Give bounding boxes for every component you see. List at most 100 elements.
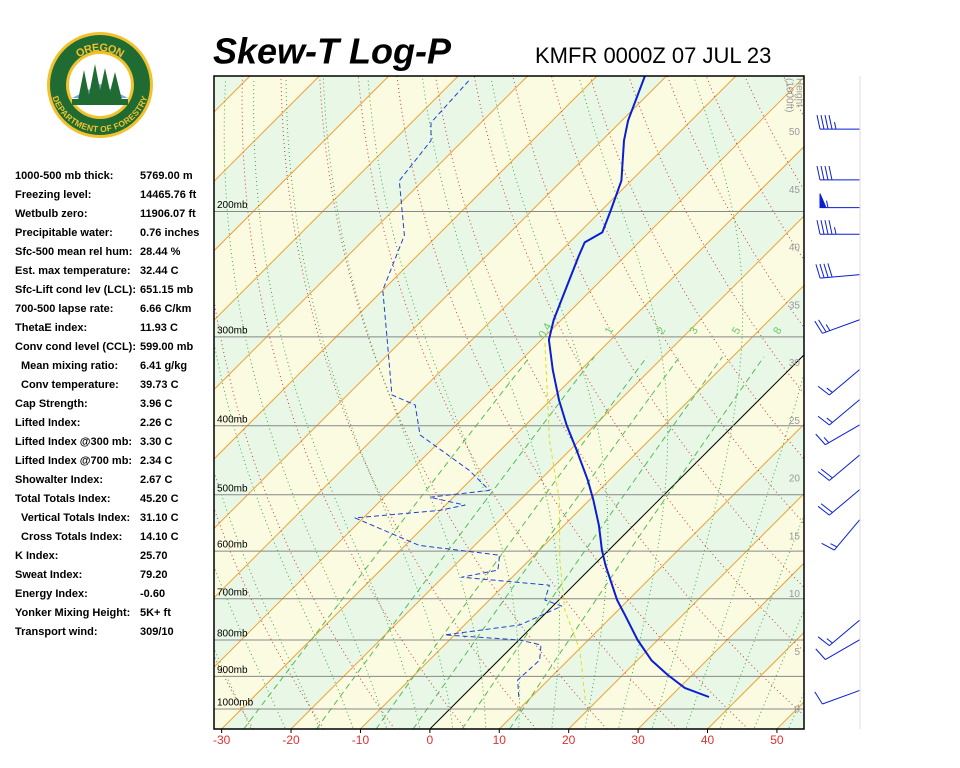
index-label: Cross Totals Index: <box>21 531 122 543</box>
wind-barb <box>821 519 861 551</box>
index-label: Conv cond level (CCL): <box>15 341 136 353</box>
y2-tick-label: 50 <box>789 127 801 138</box>
y-tick-label: 900mb <box>217 665 248 676</box>
index-label: 700-500 lapse rate: <box>15 303 113 315</box>
profile-line <box>547 76 710 698</box>
wind-barb <box>814 319 861 334</box>
wind-barb <box>816 220 860 235</box>
mixing-ratio-label: 3 <box>687 325 700 336</box>
wind-barb <box>815 424 861 446</box>
index-label: Est. max temperature: <box>15 265 131 277</box>
index-value: 11906.07 ft <box>140 208 196 220</box>
wind-barb <box>817 368 861 396</box>
mixing-ratio-line <box>509 356 765 729</box>
y-tick-label: 1000mb <box>217 698 254 709</box>
index-value: 3.30 C <box>140 436 172 448</box>
dry-adiabat <box>938 76 960 729</box>
dry-adiabat <box>280 76 537 729</box>
isotherm <box>214 76 667 530</box>
index-label: Wetbulb zero: <box>15 208 88 220</box>
index-value: 11.93 C <box>140 322 178 334</box>
index-value: 5K+ ft <box>140 607 171 619</box>
y-tick-label: 500mb <box>217 483 248 494</box>
index-value: 32.44 C <box>140 265 179 277</box>
isotherm <box>498 423 804 729</box>
index-value: 2.67 C <box>140 474 172 486</box>
y2-tick-label: 10 <box>789 589 801 600</box>
wind-barb <box>817 489 861 516</box>
mixing-ratio-line <box>315 356 595 729</box>
index-value: 3.96 C <box>140 398 172 410</box>
mixing-ratio-line <box>412 356 681 729</box>
index-label: Yonker Mixing Height: <box>15 607 130 619</box>
index-label: Vertical Totals Index: <box>21 512 130 524</box>
dry-adiabat <box>319 76 608 729</box>
x-tick-label: 20 <box>562 733 576 747</box>
profile-line <box>354 80 563 698</box>
profile-line <box>544 339 586 700</box>
index-value: 39.73 C <box>140 379 179 391</box>
wind-barb <box>817 398 861 426</box>
y2-tick-label: 20 <box>789 474 801 485</box>
index-value: 14465.76 ft <box>140 189 197 201</box>
x-tick-label: -10 <box>352 733 370 747</box>
index-label: Lifted Index @700 mb: <box>15 455 132 467</box>
y2-tick-label: 35 <box>789 300 801 311</box>
index-value: 14.10 C <box>140 531 179 543</box>
index-label: K Index: <box>15 550 58 562</box>
chart-subtitle: KMFR 0000Z 07 JUL 23 <box>535 43 771 68</box>
index-value: 5769.00 m <box>140 170 193 182</box>
index-label: Precipitable water: <box>15 227 113 239</box>
isotherm <box>568 492 804 729</box>
index-value: 309/10 <box>140 626 174 638</box>
moist-adiabat <box>367 78 521 729</box>
dry-adiabat <box>899 76 960 729</box>
index-label: Lifted Index: <box>15 417 80 429</box>
mixing-ratio-label: 2 <box>655 325 668 336</box>
moist-adiabat <box>787 691 804 729</box>
index-label: Mean mixing ratio: <box>21 360 118 372</box>
index-value: 599.00 mb <box>140 341 193 353</box>
index-label: Cap Strength: <box>15 398 88 410</box>
isotherm <box>429 354 804 729</box>
index-value: 2.34 C <box>140 455 172 467</box>
dry-adiabat <box>241 76 466 729</box>
x-tick-label: 40 <box>701 733 715 747</box>
index-value: 6.41 g/kg <box>140 360 187 372</box>
wind-barb <box>816 115 860 130</box>
moist-adiabat <box>490 78 609 729</box>
index-value: -0.60 <box>140 588 165 600</box>
dry-adiabat <box>822 76 960 729</box>
plot-border <box>213 75 805 730</box>
x-tick-label: 0 <box>427 733 434 747</box>
index-value: 45.20 C <box>140 493 179 505</box>
isotherm <box>846 76 960 729</box>
y-tick-label: 800mb <box>217 629 248 640</box>
y-tick-label: 700mb <box>217 587 248 598</box>
y-tick-label: 300mb <box>217 325 248 336</box>
index-label: Conv temperature: <box>21 379 119 391</box>
wind-barb <box>817 454 861 481</box>
y-tick-label: 200mb <box>217 200 248 211</box>
index-label: Showalter Index: <box>15 474 103 486</box>
mixing-ratio-line <box>243 356 531 729</box>
y2-tick-label: 5 <box>794 647 800 658</box>
x-tick-label: 30 <box>631 733 645 747</box>
y2-axis-label: (1000ft) <box>783 78 794 112</box>
chart-title: Skew-T Log-P <box>213 31 452 72</box>
x-tick-label: 10 <box>493 733 507 747</box>
moist-adiabat <box>253 78 421 729</box>
y2-tick-label: 0 <box>794 705 800 716</box>
wind-barb <box>815 263 861 279</box>
index-value: 31.10 C <box>140 512 179 524</box>
index-label: Sweat Index: <box>15 569 82 581</box>
index-value: 28.44 % <box>140 246 181 258</box>
index-label: Transport wind: <box>15 626 98 638</box>
index-value: 6.66 C/km <box>140 303 192 315</box>
index-value: 2.26 C <box>140 417 172 429</box>
moist-adiabat <box>223 78 388 729</box>
y2-tick-label: 30 <box>789 358 801 369</box>
index-label: Total Totals Index: <box>15 493 111 505</box>
overlay: 0.4 1 2 3 5 8200mb300mb400mb500mb600mb700mb80… <box>213 78 861 747</box>
y2-tick-label: 45 <box>789 185 801 196</box>
